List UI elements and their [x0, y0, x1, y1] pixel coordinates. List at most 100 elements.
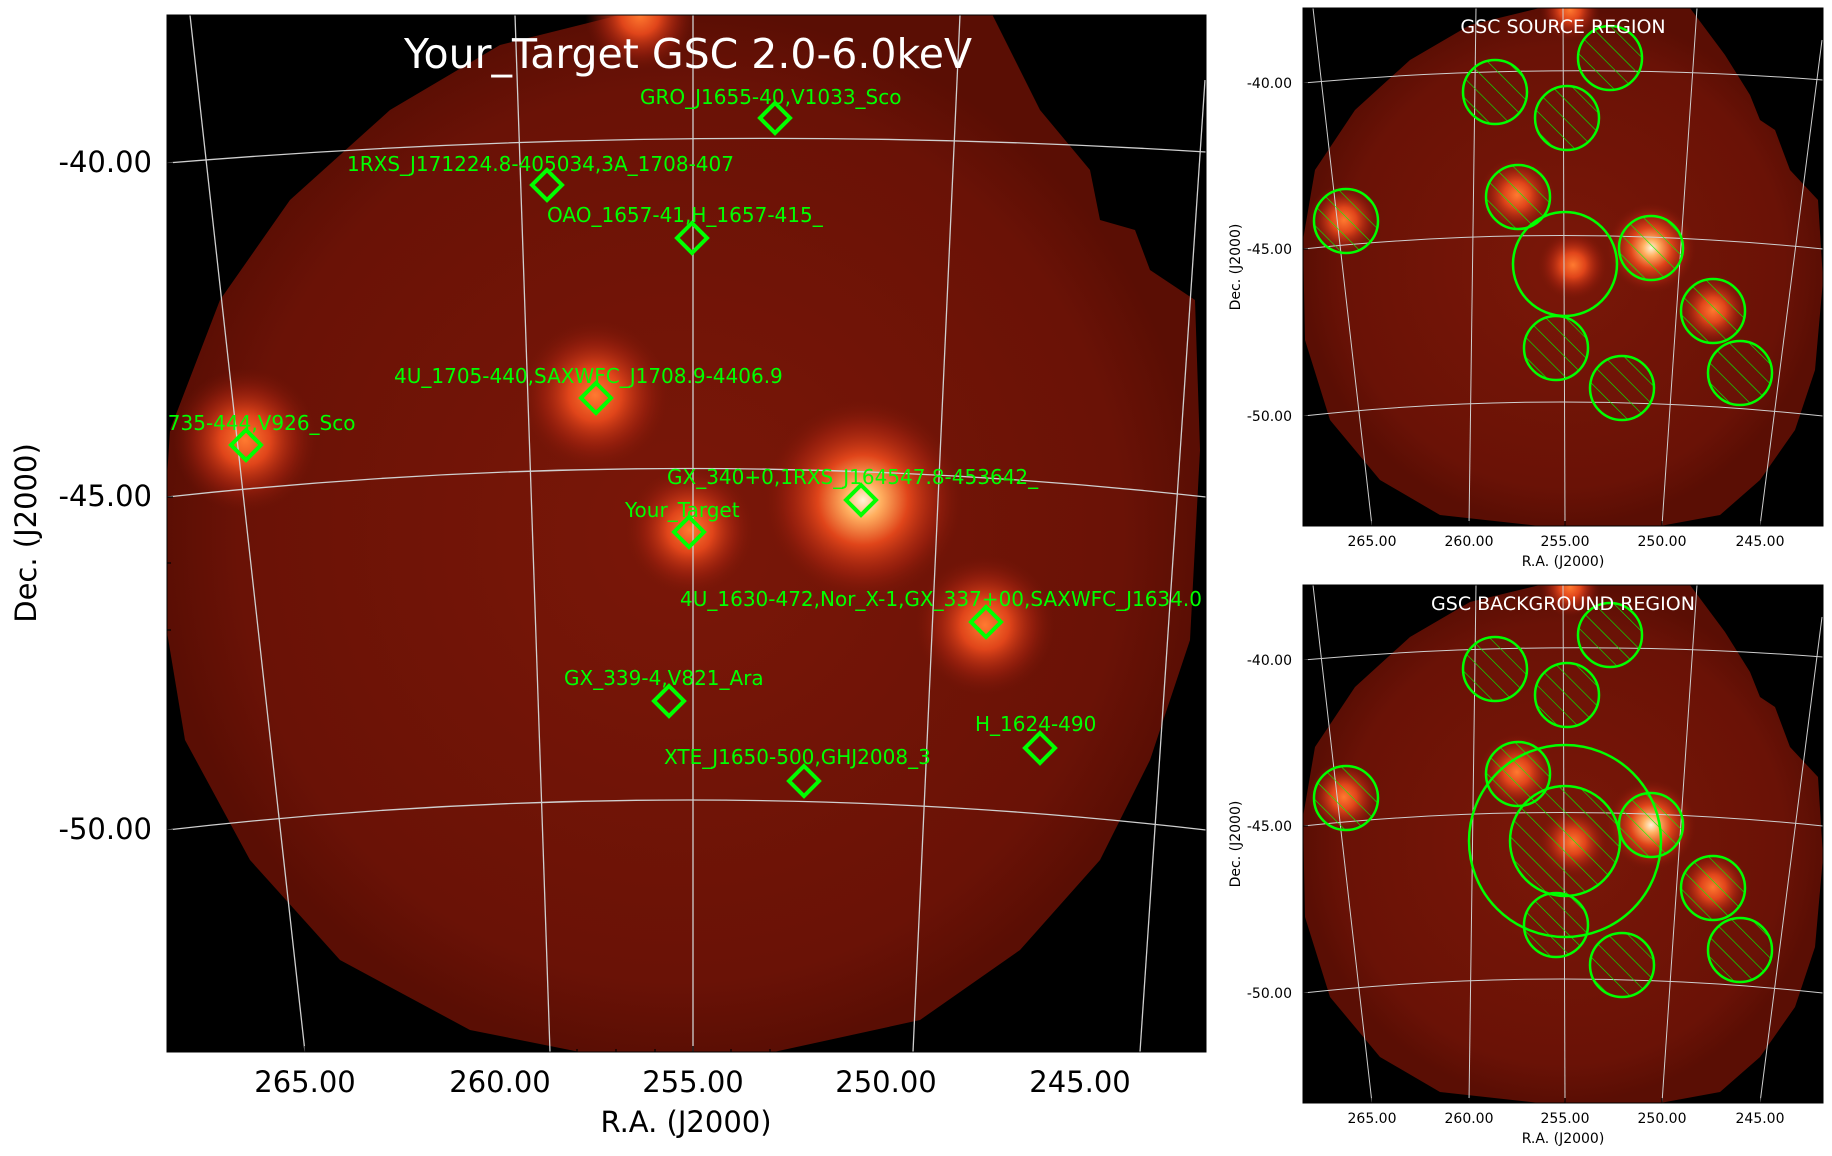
src-blob	[1540, 8, 1600, 40]
src-x-tick-label: 260.00	[1445, 534, 1494, 550]
src-x-tick-label: 265.00	[1348, 534, 1397, 550]
source-label: XTE_J1650-500,GHJ2008_3	[664, 745, 931, 769]
src-x-tick-label: 255.00	[1541, 534, 1590, 550]
bkg-excluded-circle	[1588, 931, 1656, 999]
source-marker-diamond	[228, 427, 264, 463]
bkg-y-tick-label: -40.00	[1247, 653, 1292, 669]
source-marker-diamond	[578, 380, 614, 416]
src-blob	[1538, 230, 1608, 300]
source-marker-diamond	[786, 763, 822, 799]
main-image-panel: -40.00 -45.00 -50.00 265.00 260.00 255.0…	[9, 14, 1207, 1139]
bkg-x-tick-label: 250.00	[1638, 1111, 1687, 1127]
source-marker-diamond	[1022, 730, 1058, 766]
source-marker-diamond	[968, 604, 1004, 640]
main-x-tick-label: 255.00	[642, 1065, 743, 1099]
src-region-circles	[1312, 24, 1774, 422]
source-label: OAO_1657-41,H_1657-415_	[547, 203, 824, 227]
bkg-y-tick-label: -45.00	[1247, 819, 1292, 835]
main-y-axis-title: Dec. (J2000)	[9, 443, 43, 623]
main-grid-ra-260	[514, 15, 551, 1052]
source-label: GX_339-4,V821_Ara	[564, 666, 764, 690]
main-y-tick-label: -40.00	[59, 145, 153, 179]
bkg-excluded-circle	[1706, 916, 1774, 984]
bkg-excluded-circle	[1533, 661, 1601, 729]
bkg-region-circles	[1312, 601, 1774, 999]
source-label: Your_Target	[624, 498, 740, 522]
bkg-x-tick-label: 255.00	[1541, 1111, 1590, 1127]
bkg-x-ticks	[1371, 1098, 1761, 1103]
source-label: H_1735-444,V926_Sco	[130, 411, 355, 435]
bkg-x-axis-title: R.A. (J2000)	[1522, 1131, 1605, 1147]
blob-gro1655	[585, 15, 695, 70]
bkg-y-ticks	[1303, 659, 1308, 994]
source-marker-diamond	[674, 220, 710, 256]
source-label: 1RXS_J171224.8-405034,3A_1708-407	[347, 152, 734, 176]
src-excluded-circle	[1461, 58, 1529, 126]
bkg-excluded-circle	[1679, 854, 1747, 922]
source-marker-diamond	[843, 482, 879, 518]
main-grid-dec-40	[167, 137, 1206, 164]
bkg-excluded-circle	[1461, 635, 1529, 703]
background-region-panel: GSC BACKGROUND REGION -40.00 -45.00 -50.…	[1228, 584, 1824, 1147]
src-coordinate-grid	[1303, 8, 1823, 526]
source-region-panel: GSC SOURCE REGION -40.00 -45.00 -50.00 2…	[1228, 7, 1824, 570]
main-frame	[166, 14, 1207, 1053]
src-excluded-circle	[1576, 24, 1644, 92]
bkg-y-axis-title: Dec. (J2000)	[1228, 801, 1244, 888]
src-y-axis-title: Dec. (J2000)	[1228, 224, 1244, 311]
source-label: GRO_J1655-40,V1033_Sco	[640, 85, 901, 109]
src-x-axis-title: R.A. (J2000)	[1522, 554, 1605, 570]
src-excluded-circle	[1588, 354, 1656, 422]
bkg-excluded-circle	[1484, 740, 1552, 808]
main-y-tick-label: -50.00	[59, 812, 153, 846]
source-label: 4U_1630-472,Nor_X-1,GX_337+00,SAXWFC_J16…	[680, 587, 1202, 611]
blob-gx340	[763, 400, 963, 600]
src-excluded-circle	[1522, 314, 1590, 382]
source-markers	[228, 100, 1058, 799]
src-excluded-circle	[1706, 339, 1774, 407]
source-marker-diamond	[671, 514, 707, 550]
main-x-ticks	[304, 1046, 1197, 1052]
src-title: GSC SOURCE REGION	[1460, 16, 1665, 38]
main-x-tick-label: 265.00	[254, 1065, 355, 1099]
src-y-tick-label: -50.00	[1247, 409, 1292, 425]
src-frame	[1302, 7, 1824, 527]
src-y-tick-label: -40.00	[1247, 76, 1292, 92]
bkg-title: GSC BACKGROUND REGION	[1431, 593, 1695, 615]
bkg-excluded-circle	[1522, 891, 1590, 959]
main-x-tick-label: 260.00	[449, 1065, 550, 1099]
source-marker-diamond	[651, 683, 687, 719]
main-coordinate-grid	[167, 15, 1206, 1052]
source-marker-diamond	[757, 100, 793, 136]
blob-4u1630	[915, 555, 1055, 695]
src-excluded-circle	[1312, 187, 1380, 255]
src-y-ticks	[1303, 82, 1308, 417]
main-y-tick-label: -45.00	[59, 479, 153, 513]
bkg-x-tick-label: 265.00	[1348, 1111, 1397, 1127]
main-y-ticks	[167, 29, 173, 964]
bkg-y-tick-label: -50.00	[1247, 986, 1292, 1002]
src-x-tick-label: 250.00	[1638, 534, 1687, 550]
bkg-excluded-circle	[1312, 764, 1380, 832]
src-y-tick-label: -45.00	[1247, 242, 1292, 258]
main-x-axis-title: R.A. (J2000)	[600, 1105, 771, 1139]
main-x-tick-label: 245.00	[1029, 1065, 1130, 1099]
bkg-frame	[1302, 584, 1824, 1104]
main-grid-dec-45	[167, 467, 1206, 498]
main-x-tick-label: 250.00	[835, 1065, 936, 1099]
blob-4u1705	[520, 320, 670, 470]
bkg-x-tick-label: 245.00	[1736, 1111, 1785, 1127]
main-grid-ra-265	[189, 15, 306, 1052]
source-label: 4U_1705-440,SAXWFC_J1708.9-4406.9	[394, 364, 783, 388]
main-grid-ra-245	[1139, 79, 1206, 1052]
src-excluded-circle	[1617, 214, 1685, 282]
bkg-excluded-circle	[1617, 791, 1685, 859]
src-excluded-circle	[1533, 84, 1601, 152]
bkg-excluded-circle	[1576, 601, 1644, 669]
src-x-ticks	[1371, 521, 1761, 526]
main-grid-ra-250	[912, 15, 961, 1052]
src-x-tick-label: 245.00	[1736, 534, 1785, 550]
source-marker-diamond	[529, 167, 565, 203]
main-title: Your_Target GSC 2.0-6.0keV	[403, 30, 972, 78]
